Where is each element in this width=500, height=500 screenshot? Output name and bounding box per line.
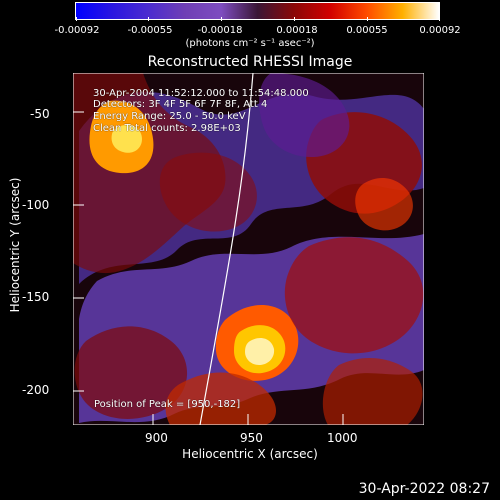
colorbar-tick-label-6: 0.00092 (419, 25, 461, 36)
annotation-counts: Clean Total counts: 2.98E+03 (93, 123, 241, 134)
colorbar-tick-label-5: 0.00055 (346, 25, 388, 36)
annotation-detectors: Detectors: 3F 4F 5F 6F 7F 8F, Att 4 (93, 99, 268, 110)
timestamp-footer: 30-Apr-2022 08:27 (358, 481, 490, 497)
x-tick-label-2: 950 (240, 431, 263, 445)
colorbar-tick-label-4: 0.00018 (276, 25, 318, 36)
x-tick-label-1: 900 (145, 431, 168, 445)
heatmap-plot (73, 73, 424, 425)
x-axis-label: Heliocentric X (arcsec) (182, 447, 318, 461)
colorbar-tick-label-3: -0.00018 (197, 25, 243, 36)
x-tick-label-3: 1000 (327, 431, 358, 445)
colorbar-tick-label-1: -0.00092 (54, 25, 100, 36)
peak-position-label: Position of Peak = [950,-182] (94, 399, 241, 410)
chart-title: Reconstructed RHESSI Image (147, 54, 353, 70)
y-tick-label-3: -150 (22, 290, 50, 304)
colorbar (75, 2, 440, 21)
colorbar-units: (photons cm⁻² s⁻¹ asec⁻²) (185, 38, 315, 49)
annotation-energy-range: Energy Range: 25.0 - 50.0 keV (93, 111, 246, 122)
solar-limb-line (199, 73, 254, 425)
y-tick-label-1: -50 (30, 107, 50, 121)
annotation-time-range: 30-Apr-2004 11:52:12.000 to 11:54:48.000 (93, 88, 309, 99)
colorbar-tick-label-2: -0.00055 (127, 25, 173, 36)
y-tick-label-4: -200 (22, 383, 50, 397)
y-tick-label-2: -100 (22, 198, 50, 212)
y-axis-label: Heliocentric Y (arcsec) (8, 177, 22, 313)
